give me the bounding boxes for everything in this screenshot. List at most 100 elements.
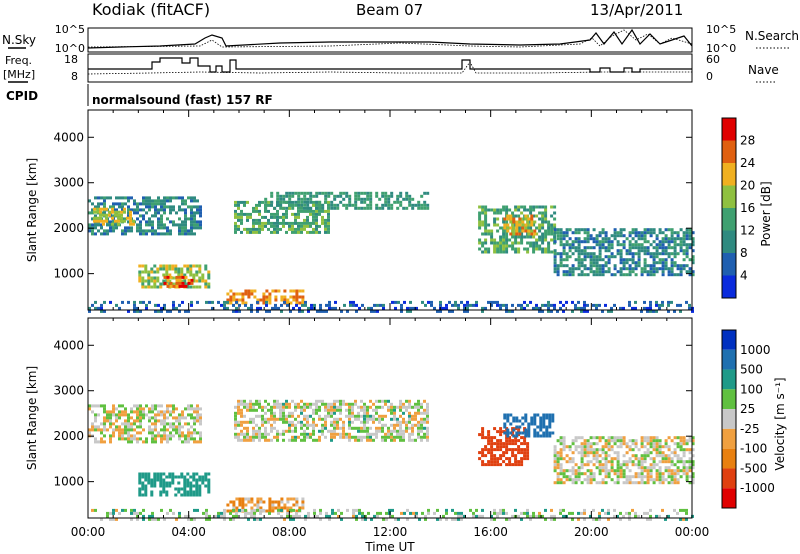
data-cell xyxy=(154,428,157,432)
data-cell xyxy=(109,226,112,230)
data-cell xyxy=(499,306,502,310)
data-cell xyxy=(321,423,324,427)
data-cell xyxy=(190,208,193,212)
data-cell xyxy=(646,469,650,473)
data-cell xyxy=(270,215,273,219)
data-cell xyxy=(658,258,662,262)
data-cell xyxy=(640,234,644,238)
data-cell xyxy=(189,270,193,274)
data-cell xyxy=(589,514,592,518)
data-cell xyxy=(154,434,157,438)
data-cell xyxy=(352,303,355,307)
data-cell xyxy=(153,478,157,482)
data-cell xyxy=(289,497,293,501)
data-cell xyxy=(271,506,275,510)
data-cell xyxy=(676,252,680,256)
data-cell xyxy=(426,420,429,424)
data-cell xyxy=(192,475,196,479)
data-cell xyxy=(258,435,261,439)
data-cell xyxy=(357,414,360,418)
data-cell xyxy=(91,508,94,512)
data-cell xyxy=(244,514,247,518)
data-cell xyxy=(514,250,518,254)
data-cell xyxy=(499,238,503,242)
data-cell xyxy=(327,206,330,210)
data-cell xyxy=(577,246,581,250)
data-cell xyxy=(345,194,349,198)
data-cell xyxy=(159,264,163,268)
data-cell xyxy=(667,237,671,241)
data-cell xyxy=(506,434,510,438)
data-cell xyxy=(324,414,327,418)
data-cell xyxy=(527,422,531,426)
data-cell xyxy=(324,218,327,222)
data-cell xyxy=(291,224,294,228)
data-cell xyxy=(103,419,106,423)
data-cell xyxy=(652,228,656,232)
data-cell xyxy=(330,203,334,207)
data-cell xyxy=(405,194,409,198)
data-cell xyxy=(139,437,142,441)
data-cell xyxy=(607,240,611,244)
data-cell xyxy=(381,405,384,409)
data-cell xyxy=(256,503,260,507)
data-cell xyxy=(562,258,566,262)
data-cell xyxy=(181,281,185,285)
data-cell xyxy=(91,425,94,429)
data-cell xyxy=(360,405,363,409)
data-cell xyxy=(481,208,485,212)
data-cell xyxy=(673,478,677,482)
data-cell xyxy=(553,267,557,271)
data-cell xyxy=(598,517,601,521)
data-cell xyxy=(315,423,318,427)
data-cell xyxy=(315,203,318,207)
data-cell xyxy=(262,295,266,299)
colorbar-tick-label: 16 xyxy=(740,201,755,215)
data-cell xyxy=(595,258,599,262)
data-cell xyxy=(144,279,148,283)
data-cell xyxy=(521,431,525,435)
data-cell xyxy=(315,399,318,403)
data-cell xyxy=(628,258,632,262)
data-cell xyxy=(94,508,97,512)
data-cell xyxy=(619,258,623,262)
data-cell xyxy=(240,230,243,234)
data-cell xyxy=(542,425,546,429)
data-cell xyxy=(345,203,349,207)
data-cell xyxy=(279,197,283,201)
data-cell xyxy=(223,300,226,304)
data-cell xyxy=(426,432,429,436)
data-cell xyxy=(100,202,103,206)
data-cell xyxy=(175,306,178,310)
data-cell xyxy=(622,481,626,485)
data-cell xyxy=(511,451,515,455)
data-cell xyxy=(571,309,574,313)
data-cell xyxy=(502,454,506,458)
data-cell xyxy=(136,208,139,212)
data-cell xyxy=(264,221,267,225)
data-cell xyxy=(499,433,503,437)
data-cell xyxy=(475,508,478,512)
data-cell xyxy=(451,517,454,521)
data-cell xyxy=(141,472,145,476)
data-cell xyxy=(387,206,391,210)
data-cell xyxy=(303,227,306,231)
data-cell xyxy=(97,413,100,417)
data-cell xyxy=(601,469,605,473)
data-cell xyxy=(336,399,339,403)
data-cell xyxy=(252,230,255,234)
data-cell xyxy=(685,228,689,232)
data-cell xyxy=(454,300,457,304)
data-cell xyxy=(556,463,560,467)
data-cell xyxy=(408,438,411,442)
data-cell xyxy=(533,419,537,423)
data-cell xyxy=(505,211,509,215)
data-cell xyxy=(183,493,187,497)
data-cell xyxy=(142,508,145,512)
data-cell xyxy=(201,279,205,283)
data-cell xyxy=(586,451,590,455)
data-cell xyxy=(547,220,551,224)
data-cell xyxy=(324,426,327,430)
data-cell xyxy=(112,413,115,417)
data-cell xyxy=(342,426,345,430)
